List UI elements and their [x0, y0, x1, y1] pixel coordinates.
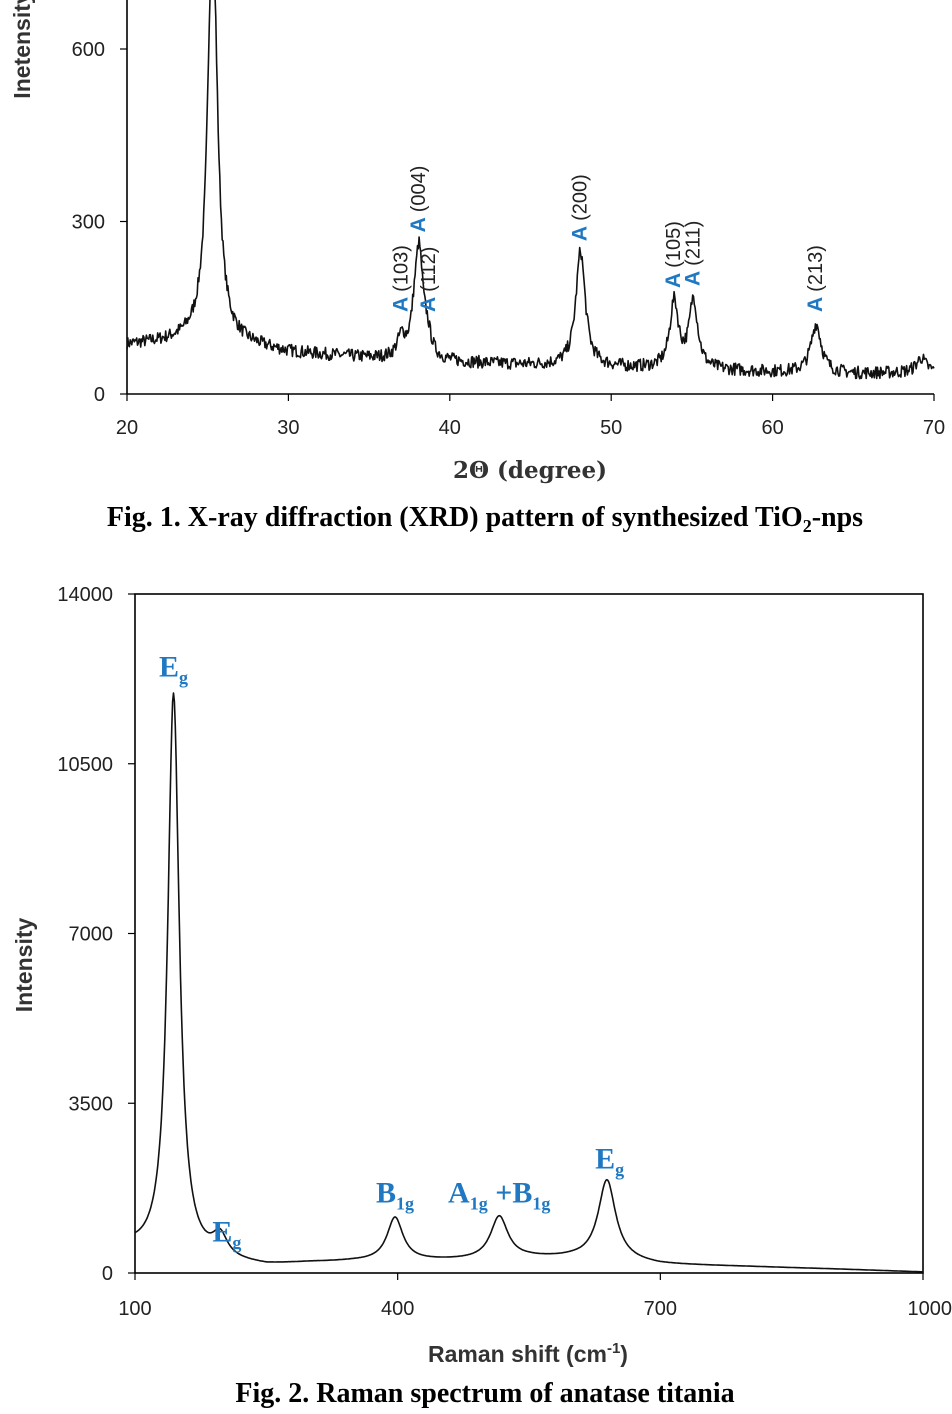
raman-y-tick-label: 14000	[57, 584, 113, 606]
raman-mode-label: Eg	[212, 1216, 241, 1253]
xrd-peak-label: A(211)	[682, 221, 705, 286]
xrd-ticks: 20 30 40 50 60 70 0 300 600	[72, 39, 946, 439]
raman-y-tick-label: 0	[102, 1263, 113, 1285]
xrd-peak-label: A(103)	[389, 245, 412, 312]
xrd-y-tick-label: 0	[94, 384, 105, 406]
raman-mode-annotations: Eg Eg B1g A1g +B1g Eg	[159, 651, 624, 1253]
raman-mode-label: A1g +B1g	[448, 1177, 550, 1214]
xrd-x-tick-label: 30	[277, 417, 299, 439]
xrd-y-tick-label: 300	[72, 212, 105, 234]
raman-ticks: 100 400 700 1000 0 3500 7000 10500 14000	[57, 584, 952, 1320]
raman-y-axis-title: Intensity	[11, 918, 37, 1013]
raman-x-axis-title: Raman shift (cm-1)	[428, 1340, 628, 1367]
xrd-x-tick-label: 50	[600, 417, 622, 439]
raman-x-tick-label: 400	[381, 1298, 414, 1320]
xrd-x-tick-label: 20	[116, 417, 138, 439]
xrd-peak-label: A(213)	[804, 245, 827, 312]
xrd-y-tick-label: 600	[72, 39, 105, 61]
raman-mode-label: B1g	[376, 1177, 414, 1214]
xrd-pattern-line	[126, 0, 935, 380]
fig2-caption: Fig. 2. Raman spectrum of anatase titani…	[235, 1378, 734, 1409]
xrd-x-tick-label: 60	[761, 417, 783, 439]
xrd-peak-label: A(004)	[407, 166, 430, 233]
raman-y-tick-label: 3500	[69, 1093, 114, 1115]
raman-mode-label: Eg	[159, 651, 188, 688]
fig1-caption: Fig. 1. X-ray diffraction (XRD) pattern …	[107, 502, 863, 536]
raman-spectrum-line	[134, 692, 923, 1273]
raman-plot-frame	[134, 593, 924, 1274]
xrd-y-axis-title: Inetensity	[9, 0, 35, 99]
raman-y-tick-label: 7000	[69, 924, 114, 946]
raman-y-tick-label: 10500	[57, 754, 113, 776]
xrd-peak-label: A(112)	[417, 247, 440, 312]
xrd-peak-annotations: A(103) A(004) A(112) A(200) A(105)A(211) A(21…	[389, 166, 827, 312]
raman-x-tick-label: 700	[644, 1298, 677, 1320]
raman-mode-label: Eg	[595, 1143, 624, 1180]
xrd-x-axis-title: 2Θ (degree)	[453, 457, 607, 484]
raman-x-tick-label: 1000	[908, 1298, 952, 1320]
raman-chart: 100 400 700 1000 0 3500 7000 10500 14000 Eg Eg B1g…	[11, 584, 952, 1367]
xrd-peak-label: A(200)	[569, 174, 592, 241]
xrd-peak-label: A(105)	[662, 221, 685, 288]
raman-x-tick-label: 100	[118, 1298, 151, 1320]
xrd-x-tick-label: 40	[439, 417, 461, 439]
xrd-x-tick-label: 70	[923, 417, 945, 439]
